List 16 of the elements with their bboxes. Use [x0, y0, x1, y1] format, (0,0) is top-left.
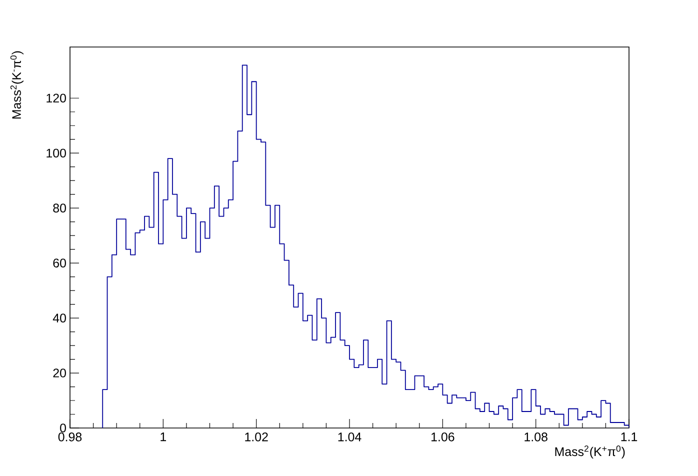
y-tick-label: 100: [46, 148, 66, 158]
y-tick-label: 0: [60, 424, 66, 432]
y-tick-label: 60: [53, 258, 66, 268]
x-tick-label: 1: [160, 432, 166, 442]
x-axis-title: Mass$^{2}$(K$^{+}$π$^{0}$): [555, 446, 625, 459]
y-tick-label: 20: [53, 368, 66, 378]
x-tick-label: 1.1: [621, 432, 638, 442]
y-tick-label: 80: [53, 204, 66, 212]
x-tick-label: 1.06: [432, 432, 454, 442]
y-tick-label: 120: [46, 94, 66, 103]
x-tick-label: 1.08: [524, 432, 548, 442]
y-axis-title: Mass$^{2}$(K$^{-}$π$^{0}$): [10, 51, 24, 119]
x-tick-label: 1.04: [338, 432, 362, 442]
x-tick-label: 0.98: [58, 432, 82, 442]
y-tick-label: 40: [52, 314, 66, 322]
x-tick-label: 1.02: [245, 432, 268, 442]
